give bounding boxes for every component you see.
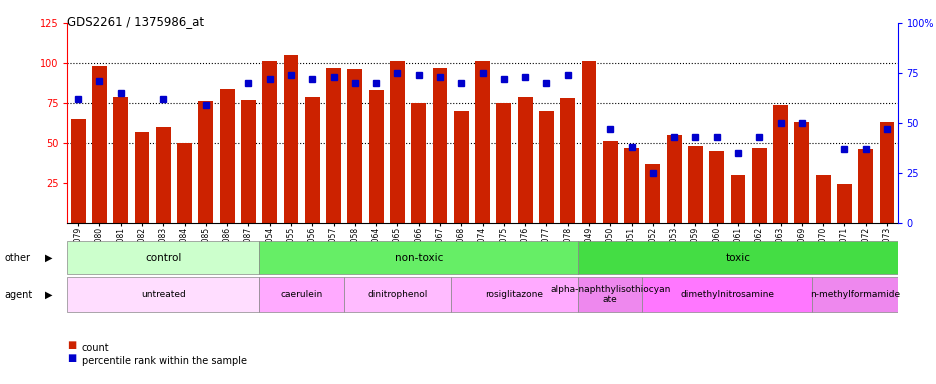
Text: other: other — [5, 253, 31, 263]
Bar — [623, 147, 638, 223]
Bar — [475, 61, 490, 223]
Bar — [794, 122, 809, 223]
Bar — [262, 61, 277, 223]
Bar — [304, 96, 319, 223]
Text: GDS2261 / 1375986_at: GDS2261 / 1375986_at — [67, 15, 204, 28]
Bar — [135, 132, 149, 223]
Bar — [432, 68, 447, 223]
Text: non-toxic: non-toxic — [394, 253, 443, 263]
Bar — [198, 101, 213, 223]
Bar — [344, 277, 450, 312]
Text: agent: agent — [5, 290, 33, 300]
Bar — [92, 66, 107, 223]
Text: alpha-naphthylisothiocyan
ate: alpha-naphthylisothiocyan ate — [549, 285, 670, 305]
Bar — [602, 141, 617, 223]
Bar — [836, 184, 851, 223]
Text: dimethylnitrosamine: dimethylnitrosamine — [680, 290, 773, 299]
Bar — [67, 277, 258, 312]
Text: untreated: untreated — [140, 290, 185, 299]
Bar — [258, 277, 344, 312]
Bar — [347, 70, 362, 223]
Bar — [538, 111, 553, 223]
Bar — [581, 61, 596, 223]
Bar — [730, 175, 745, 223]
Bar — [284, 55, 298, 223]
Bar — [453, 111, 468, 223]
Text: ■: ■ — [67, 339, 77, 349]
Bar — [241, 100, 256, 223]
Bar — [578, 277, 641, 312]
Text: ▶: ▶ — [45, 253, 52, 263]
Bar — [67, 242, 258, 274]
Text: ■: ■ — [67, 353, 77, 363]
Bar — [496, 103, 511, 223]
Bar — [368, 90, 383, 223]
Bar — [517, 96, 532, 223]
Bar — [155, 127, 170, 223]
Bar — [751, 147, 766, 223]
Bar — [645, 164, 660, 223]
Text: rosiglitazone: rosiglitazone — [485, 290, 543, 299]
Bar — [326, 68, 341, 223]
Bar — [666, 135, 680, 223]
Bar — [411, 103, 426, 223]
Bar — [113, 96, 128, 223]
Bar — [450, 277, 578, 312]
Bar — [857, 149, 872, 223]
Bar — [815, 175, 829, 223]
Bar — [772, 104, 787, 223]
Bar — [70, 119, 85, 223]
Bar — [219, 89, 234, 223]
Text: control: control — [145, 253, 182, 263]
Text: toxic: toxic — [724, 253, 750, 263]
Text: percentile rank within the sample: percentile rank within the sample — [81, 356, 246, 366]
Bar — [177, 143, 192, 223]
Text: ▶: ▶ — [45, 290, 52, 300]
Bar — [389, 61, 404, 223]
Bar — [879, 122, 894, 223]
Text: dinitrophenol: dinitrophenol — [367, 290, 427, 299]
Text: caerulein: caerulein — [280, 290, 322, 299]
Bar — [687, 146, 702, 223]
Text: n-methylformamide: n-methylformamide — [809, 290, 899, 299]
Bar — [258, 242, 578, 274]
Bar — [560, 98, 575, 223]
Bar — [709, 151, 724, 223]
Bar — [812, 277, 897, 312]
Text: count: count — [81, 343, 109, 353]
Bar — [578, 242, 897, 274]
Bar — [641, 277, 812, 312]
